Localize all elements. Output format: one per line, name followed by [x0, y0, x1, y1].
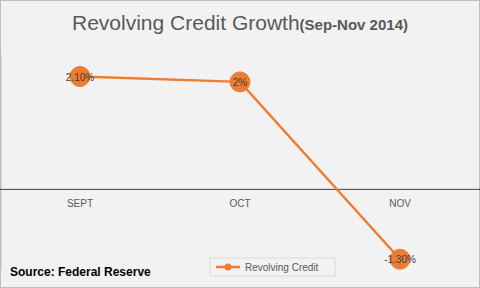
title: Revolving Credit Growth(Sep-Nov 2014): [72, 11, 408, 34]
plot-area: [70, 67, 410, 270]
legend-label: Revolving Credit: [245, 262, 319, 273]
data-labels: 2.10% 2% -1.30%: [66, 72, 416, 266]
chart-svg: Revolving Credit Growth(Sep-Nov 2014) SEP…: [0, 0, 480, 288]
legend-box: [210, 258, 335, 276]
data-label: 2.10%: [66, 72, 94, 83]
source-note: Source: Federal Reserve: [10, 265, 151, 279]
data-label: 2%: [233, 77, 248, 88]
y-range-line: [1, 55, 2, 270]
x-tick-label: NOV: [389, 198, 411, 209]
data-label: -1.30%: [384, 254, 416, 265]
background: [1, 1, 480, 288]
subtitle: (Sep-Nov 2014): [300, 16, 408, 33]
series-line: [80, 77, 400, 260]
zero-axis-line: [0, 189, 480, 190]
x-tick-label: OCT: [229, 198, 250, 209]
marker: [230, 72, 250, 92]
legend: Revolving Credit: [210, 258, 335, 276]
chart-container: Revolving Credit Growth(Sep-Nov 2014) SEP…: [0, 0, 480, 288]
legend-marker: [225, 264, 232, 271]
x-tick-label: SEPT: [67, 198, 93, 209]
title-main: Revolving Credit Growth: [72, 11, 300, 34]
